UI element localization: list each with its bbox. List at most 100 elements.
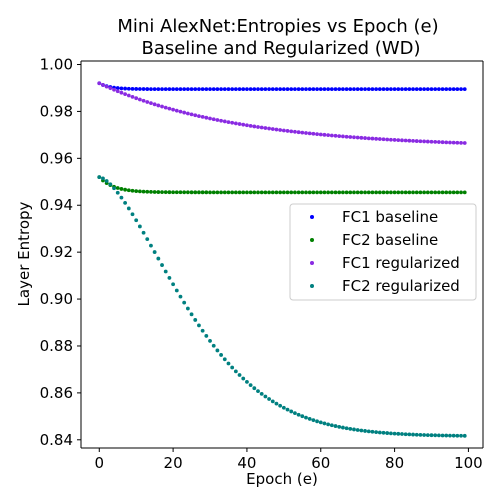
data-point bbox=[359, 190, 364, 195]
data-point bbox=[285, 87, 290, 92]
data-point bbox=[281, 190, 286, 195]
data-point bbox=[337, 424, 342, 429]
data-point bbox=[167, 106, 172, 111]
data-point bbox=[215, 348, 220, 353]
y-tick-label: 0.84 bbox=[40, 431, 73, 449]
data-point bbox=[126, 86, 131, 91]
legend-label-fc2-regularized: FC2 regularized bbox=[342, 277, 460, 295]
data-point bbox=[97, 81, 102, 86]
data-point bbox=[333, 87, 338, 92]
data-point bbox=[385, 87, 390, 92]
data-point bbox=[156, 103, 161, 108]
data-point bbox=[171, 282, 176, 287]
data-point bbox=[366, 429, 371, 434]
y-tick-label: 0.86 bbox=[40, 384, 73, 402]
data-point bbox=[455, 433, 460, 438]
data-point bbox=[211, 117, 216, 122]
data-point bbox=[344, 134, 349, 139]
data-point bbox=[374, 87, 379, 92]
data-point bbox=[233, 369, 238, 374]
data-point bbox=[363, 190, 367, 195]
data-point bbox=[370, 136, 375, 141]
data-point bbox=[204, 115, 209, 120]
data-point bbox=[311, 418, 316, 423]
data-point bbox=[185, 190, 190, 195]
data-point bbox=[418, 87, 423, 92]
data-point bbox=[237, 122, 242, 126]
data-point bbox=[145, 100, 150, 104]
data-point bbox=[123, 86, 128, 91]
data-point bbox=[278, 190, 283, 195]
data-point bbox=[422, 190, 427, 195]
data-point bbox=[329, 133, 334, 138]
data-point bbox=[152, 87, 157, 92]
data-point bbox=[418, 139, 423, 144]
data-point bbox=[352, 135, 356, 140]
data-point bbox=[208, 87, 212, 92]
data-point bbox=[274, 127, 279, 132]
data-point bbox=[293, 129, 297, 134]
data-point bbox=[411, 190, 415, 195]
legend-label-fc1-regularized: FC1 regularized bbox=[342, 254, 460, 272]
data-point bbox=[304, 131, 308, 135]
data-point bbox=[149, 189, 153, 194]
data-point bbox=[329, 87, 334, 92]
data-point bbox=[403, 432, 408, 437]
data-point bbox=[440, 87, 445, 92]
data-point bbox=[211, 190, 216, 195]
data-point bbox=[433, 433, 438, 438]
data-point bbox=[115, 186, 120, 190]
data-point bbox=[252, 190, 257, 195]
data-point bbox=[241, 87, 246, 92]
data-point bbox=[211, 343, 216, 348]
data-point bbox=[403, 87, 408, 92]
data-point bbox=[101, 176, 105, 181]
data-point bbox=[230, 190, 235, 195]
data-point bbox=[130, 86, 135, 91]
data-point bbox=[296, 190, 301, 195]
data-point bbox=[377, 137, 382, 141]
data-point bbox=[400, 190, 404, 195]
data-point bbox=[459, 140, 463, 145]
data-point bbox=[152, 102, 157, 107]
y-tick-label: 0.88 bbox=[40, 337, 73, 355]
plot-spines bbox=[80, 60, 484, 449]
data-point bbox=[222, 87, 227, 92]
data-point bbox=[296, 87, 301, 92]
data-point bbox=[233, 190, 238, 195]
data-point bbox=[267, 397, 271, 401]
data-point bbox=[448, 87, 452, 92]
data-point bbox=[374, 430, 379, 435]
data-point bbox=[245, 190, 249, 195]
data-point bbox=[208, 116, 212, 121]
data-point bbox=[451, 190, 456, 195]
data-point bbox=[348, 87, 353, 92]
data-point bbox=[307, 131, 312, 136]
data-point bbox=[215, 118, 220, 122]
data-point bbox=[315, 87, 319, 92]
data-point bbox=[248, 123, 253, 128]
data-point bbox=[433, 140, 438, 144]
data-point bbox=[149, 87, 153, 91]
data-point bbox=[163, 105, 168, 110]
data-point bbox=[322, 132, 327, 137]
data-point bbox=[270, 399, 275, 404]
data-point bbox=[318, 87, 323, 92]
data-point bbox=[333, 190, 338, 195]
data-point bbox=[429, 87, 434, 92]
data-point bbox=[160, 190, 164, 195]
chart-subtitle: Baseline and Regularized (WD) bbox=[141, 38, 420, 59]
data-point bbox=[241, 376, 246, 381]
data-point bbox=[245, 123, 249, 128]
x-tick-label: 20 bbox=[164, 454, 183, 472]
data-point bbox=[289, 129, 294, 134]
data-point bbox=[130, 212, 135, 217]
data-point bbox=[156, 87, 161, 92]
data-point bbox=[200, 190, 205, 195]
data-point bbox=[411, 138, 415, 143]
data-point bbox=[115, 86, 120, 90]
data-point bbox=[145, 87, 150, 91]
data-point bbox=[429, 190, 434, 195]
data-point bbox=[366, 136, 371, 141]
